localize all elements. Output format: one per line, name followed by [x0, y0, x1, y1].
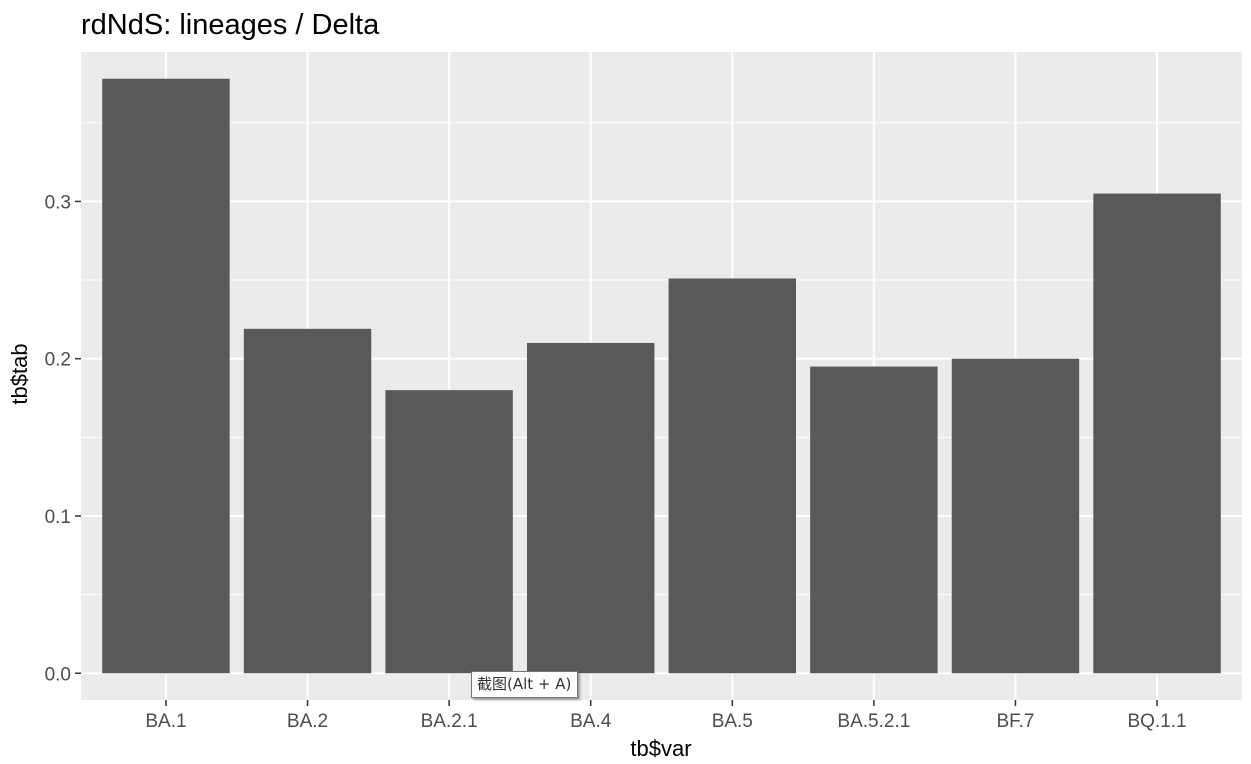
y-axis: 0.0 0.1 0.2 0.3 [45, 192, 81, 685]
x-tick-label: BA.2.1 [421, 711, 478, 732]
y-tick-label: 0.3 [45, 192, 71, 213]
x-tick-label: BA.1 [145, 711, 186, 732]
bar-ba-2-1 [385, 390, 513, 674]
x-axis-title: tb$var [630, 736, 691, 761]
screenshot-tooltip: 截图(Alt + A) [471, 671, 579, 698]
bars [102, 78, 1221, 674]
bar-ba-1 [102, 78, 230, 674]
bar-bf-7 [951, 358, 1080, 674]
bar-ba-5 [668, 278, 797, 674]
x-axis: BA.1 BA.2 BA.2.1 BA.4 BA.5 BA.5.2.1 BF.7 BQ.1.1 [145, 700, 1187, 732]
bar-ba-5-2-1 [810, 366, 938, 674]
y-tick-label: 0.1 [45, 507, 71, 528]
bar-ba-2 [243, 328, 372, 674]
x-tick-label: BA.5.2.1 [837, 711, 910, 732]
bar-bq-1-1 [1093, 193, 1221, 674]
x-tick-label: BA.4 [570, 711, 612, 732]
bar-ba-4 [526, 342, 655, 674]
x-tick-label: BA.2 [287, 711, 328, 732]
y-tick-label: 0.0 [45, 664, 71, 685]
chart-title: rdNdS: lineages / Delta [81, 9, 380, 41]
x-tick-label: BA.5 [712, 711, 753, 732]
x-tick-label: BQ.1.1 [1127, 711, 1186, 732]
y-tick-label: 0.2 [45, 350, 71, 371]
x-tick-label: BF.7 [996, 711, 1034, 732]
y-axis-title: tb$tab [7, 343, 32, 404]
